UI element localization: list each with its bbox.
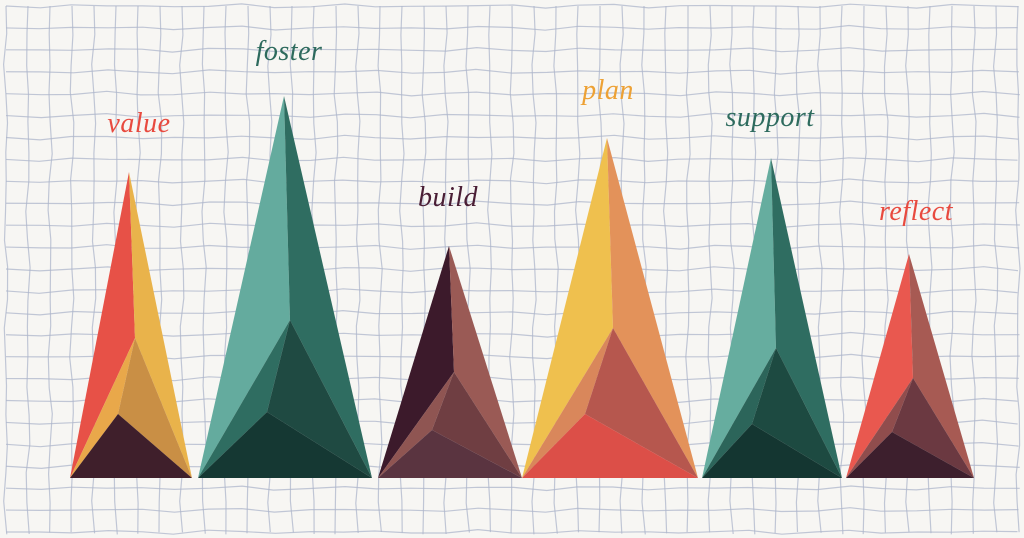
peak-plan <box>522 138 698 478</box>
grid-vline <box>4 6 8 534</box>
grid-hline <box>6 508 1019 513</box>
infographic-stage: value foster build plan support reflect <box>0 0 1024 538</box>
grid-hline <box>6 179 1018 184</box>
label-plan: plan <box>582 75 634 107</box>
label-value: value <box>107 108 170 140</box>
grid-vline <box>1016 6 1020 532</box>
grid-hline <box>6 201 1019 205</box>
grid-vline <box>48 6 52 533</box>
grid-hline <box>6 486 1020 491</box>
peak-support <box>702 158 842 478</box>
peak-build <box>378 246 522 478</box>
peak-foster <box>198 96 372 478</box>
label-build: build <box>418 182 478 214</box>
peak-value <box>70 172 192 478</box>
infographic-svg <box>0 0 1024 538</box>
grid-vline <box>972 6 976 534</box>
grid-vline <box>840 6 844 534</box>
grid-hline <box>6 530 1018 535</box>
grid-hline <box>6 69 1019 74</box>
label-foster: foster <box>256 36 323 68</box>
label-reflect: reflect <box>879 196 953 228</box>
grid-hline <box>6 289 1018 294</box>
label-support: support <box>725 102 814 134</box>
grid-hline <box>6 223 1020 228</box>
peak-reflect <box>846 254 974 478</box>
grid-vline <box>994 6 998 532</box>
